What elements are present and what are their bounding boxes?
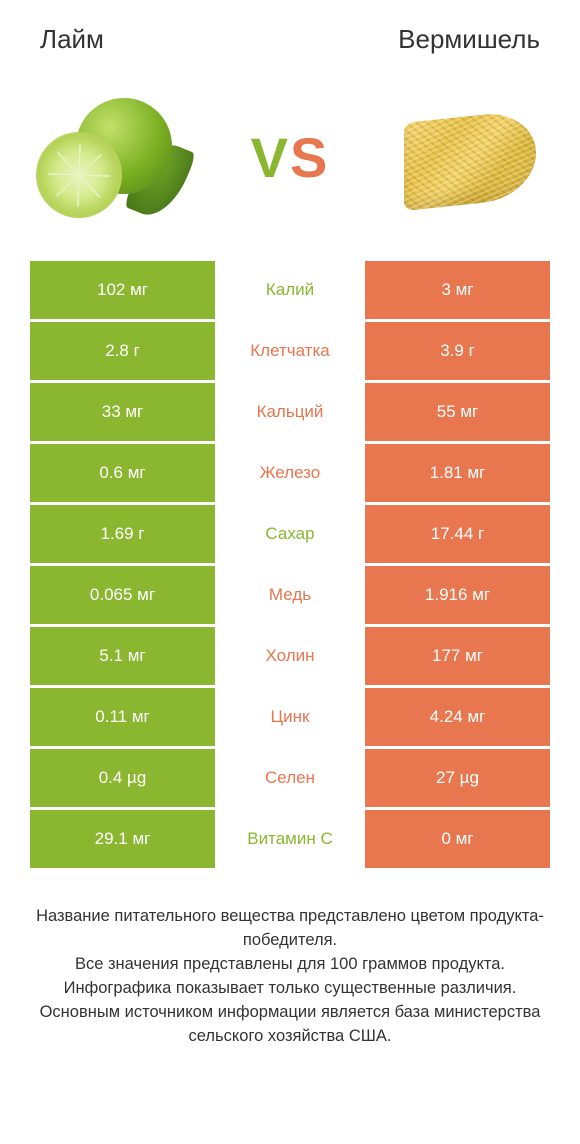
right-value-cell: 4.24 мг	[365, 688, 550, 746]
left-product-image	[30, 77, 190, 237]
nutrient-label: Витамин C	[215, 810, 365, 868]
left-value-cell: 1.69 г	[30, 505, 215, 563]
left-value-cell: 0.6 мг	[30, 444, 215, 502]
vs-row: VS	[0, 67, 580, 261]
vs-v: V	[251, 126, 290, 189]
footer-line: Название питательного вещества представл…	[36, 905, 544, 953]
nutrient-label: Железо	[215, 444, 365, 502]
table-row: 102 мгКалий3 мг	[30, 261, 550, 319]
nutrient-label: Холин	[215, 627, 365, 685]
right-value-cell: 27 µg	[365, 749, 550, 807]
right-product-image	[390, 77, 550, 237]
right-value-cell: 177 мг	[365, 627, 550, 685]
table-row: 0.11 мгЦинк4.24 мг	[30, 688, 550, 746]
table-row: 2.8 гКлетчатка3.9 г	[30, 322, 550, 380]
left-value-cell: 33 мг	[30, 383, 215, 441]
right-product-title: Вермишель	[398, 24, 540, 55]
comparison-table: 102 мгКалий3 мг2.8 гКлетчатка3.9 г33 мгК…	[0, 261, 580, 868]
table-row: 0.065 мгМедь1.916 мг	[30, 566, 550, 624]
footer-line: Основным источником информации является …	[36, 1001, 544, 1049]
nutrient-label: Селен	[215, 749, 365, 807]
table-row: 5.1 мгХолин177 мг	[30, 627, 550, 685]
footer-notes: Название питательного вещества представл…	[0, 871, 580, 1049]
nutrient-label: Цинк	[215, 688, 365, 746]
nutrient-label: Калий	[215, 261, 365, 319]
left-value-cell: 5.1 мг	[30, 627, 215, 685]
table-row: 0.4 µgСелен27 µg	[30, 749, 550, 807]
table-row: 33 мгКальций55 мг	[30, 383, 550, 441]
vs-s: S	[290, 126, 329, 189]
left-value-cell: 102 мг	[30, 261, 215, 319]
left-value-cell: 0.11 мг	[30, 688, 215, 746]
footer-line: Инфографика показывает только существенн…	[36, 977, 544, 1001]
left-value-cell: 29.1 мг	[30, 810, 215, 868]
table-row: 0.6 мгЖелезо1.81 мг	[30, 444, 550, 502]
right-value-cell: 55 мг	[365, 383, 550, 441]
table-row: 29.1 мгВитамин C0 мг	[30, 810, 550, 868]
table-row: 1.69 гСахар17.44 г	[30, 505, 550, 563]
nutrient-label: Сахар	[215, 505, 365, 563]
vermicelli-icon	[390, 82, 550, 232]
header: Лайм Вермишель	[0, 0, 580, 67]
right-value-cell: 1.916 мг	[365, 566, 550, 624]
left-product-title: Лайм	[40, 24, 104, 55]
footer-line: Все значения представлены для 100 граммо…	[36, 953, 544, 977]
left-value-cell: 2.8 г	[30, 322, 215, 380]
right-value-cell: 17.44 г	[365, 505, 550, 563]
right-value-cell: 3 мг	[365, 261, 550, 319]
left-value-cell: 0.065 мг	[30, 566, 215, 624]
right-value-cell: 3.9 г	[365, 322, 550, 380]
right-value-cell: 0 мг	[365, 810, 550, 868]
nutrient-label: Кальций	[215, 383, 365, 441]
right-value-cell: 1.81 мг	[365, 444, 550, 502]
lime-icon	[30, 82, 190, 232]
nutrient-label: Медь	[215, 566, 365, 624]
vs-label: VS	[251, 125, 330, 190]
nutrient-label: Клетчатка	[215, 322, 365, 380]
left-value-cell: 0.4 µg	[30, 749, 215, 807]
